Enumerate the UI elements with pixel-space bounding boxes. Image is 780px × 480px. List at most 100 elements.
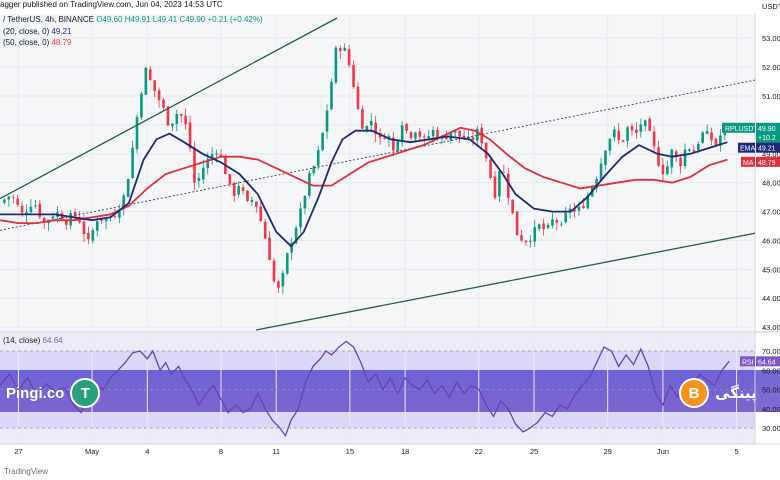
- pingi-watermark-left: Pingi.co T: [6, 378, 101, 408]
- rsi-tag-name-box: [740, 356, 755, 367]
- ema-tag-name-box: [738, 142, 755, 153]
- price-tick-label: 47.00: [762, 208, 780, 217]
- candle-body: [255, 201, 258, 207]
- candle-body: [529, 240, 532, 242]
- ma-legend[interactable]: (50, close, 0) 48.79: [3, 38, 72, 47]
- rsi-axis[interactable]: 70.00 60.00 50.00 40.00 30.00: [762, 347, 780, 433]
- price-tick-label: 52.00: [762, 63, 780, 72]
- rsi-tag-name: RSI: [742, 359, 754, 366]
- candle-body: [38, 203, 42, 218]
- ma-legend-label: (50, close, 0): [3, 38, 50, 47]
- candle-body: [648, 118, 651, 131]
- candle-body: [617, 130, 621, 141]
- candle-body: [352, 65, 355, 88]
- candle-body: [688, 149, 691, 151]
- candle-body: [250, 199, 254, 202]
- rsi-tick-label: 50.00: [762, 386, 780, 395]
- candle-body: [422, 136, 426, 138]
- price-tick-label: 45.00: [762, 265, 780, 274]
- candle-body: [113, 216, 117, 217]
- price-tick-label: 43.00: [762, 323, 780, 332]
- candle-body: [162, 99, 165, 108]
- price-axis[interactable]: 53.0052.0051.0050.0049.0048.0047.0046.00…: [762, 2, 780, 332]
- ma-tag-name-box: [741, 156, 755, 167]
- candle-body: [599, 163, 603, 181]
- candle-body: [577, 207, 581, 211]
- candle-body: [42, 217, 46, 223]
- rsi-legend[interactable]: (14, close) 64.64: [3, 336, 63, 345]
- candle-body: [122, 195, 126, 209]
- ema-tag-name: EMA: [740, 146, 756, 153]
- candle-body: [215, 153, 218, 155]
- candle-body: [582, 206, 585, 209]
- symbol-header: / TetherUS, 4h, BINANCE O49.60 H49.91 L4…: [3, 15, 263, 24]
- candle-body: [458, 130, 461, 137]
- candle-body: [25, 211, 28, 215]
- candle-body: [710, 132, 713, 141]
- tradingview-footer[interactable]: TradingView: [4, 467, 49, 476]
- candle-body: [365, 125, 369, 131]
- candle-body: [64, 220, 68, 225]
- candle-body: [595, 178, 598, 189]
- bitcoin-icon: B: [679, 378, 709, 408]
- watermark-band: [0, 370, 780, 412]
- candle-body: [489, 159, 492, 178]
- candle-body: [621, 140, 625, 142]
- ema-legend-value: 49.21: [51, 27, 72, 36]
- candle-body: [502, 171, 506, 173]
- ma-legend-value: 48.79: [51, 38, 72, 47]
- candle-body: [542, 223, 545, 230]
- candle-body: [445, 136, 448, 140]
- candle-body: [157, 90, 161, 101]
- price-tag-change: +10.2: [758, 135, 776, 142]
- candle-body: [630, 125, 634, 131]
- candle-body: [383, 138, 386, 140]
- price-tick-label: 49.00: [762, 150, 780, 159]
- price-tick-label: 44.00: [762, 294, 780, 303]
- ohlc-open: O49.60: [96, 15, 123, 24]
- candle-body: [148, 69, 152, 81]
- ma-tag-name: MA: [743, 160, 754, 167]
- candle-body: [272, 260, 276, 282]
- time-axis[interactable]: 27 May 4 8 11 15 18 22 25 29 Jun 5: [14, 447, 738, 456]
- candle-body: [237, 186, 240, 195]
- candle-body: [701, 132, 705, 143]
- candle-body: [334, 47, 338, 83]
- candle-body: [303, 196, 307, 209]
- candle-body: [241, 187, 245, 191]
- price-tags: RPLUSDT49.90+10.201:06EMA49.21MA48.79RSI…: [722, 122, 780, 367]
- candle-body: [520, 234, 523, 241]
- candle-body: [131, 147, 134, 178]
- candle-body: [299, 208, 302, 228]
- candle-body: [431, 129, 435, 137]
- candle-body: [330, 82, 333, 110]
- candle-body: [498, 171, 501, 197]
- candle-body: [281, 273, 285, 287]
- candle-body: [551, 219, 554, 226]
- candle-body: [604, 150, 607, 165]
- symbol-tag: RPLUSDT: [725, 126, 758, 133]
- candle-body: [670, 149, 674, 168]
- candle-body: [666, 166, 669, 175]
- candle-body: [263, 221, 267, 239]
- candle-body: [453, 130, 457, 133]
- ema-legend[interactable]: (20, close, 0) 49.21: [3, 27, 72, 36]
- ema-legend-label: (20, close, 0): [3, 27, 50, 36]
- candle-body: [232, 183, 236, 196]
- candle-body: [60, 213, 64, 221]
- candle-body: [524, 240, 528, 243]
- price-tick-label: 46.00: [762, 236, 780, 245]
- time-tick-label: 5: [734, 447, 738, 456]
- candle-body: [679, 157, 682, 167]
- candle-body: [140, 93, 143, 118]
- candle-body: [586, 195, 590, 209]
- time-tick-label: 15: [346, 447, 354, 456]
- candle-body: [613, 129, 616, 138]
- time-tick-label: 18: [401, 447, 409, 456]
- rsi-tick-label: 40.00: [762, 405, 780, 414]
- price-tick-label: 51.00: [762, 92, 780, 101]
- price-tick-label: 53.00: [762, 34, 780, 43]
- candle-body: [339, 48, 342, 52]
- time-tick-label: May: [85, 447, 99, 456]
